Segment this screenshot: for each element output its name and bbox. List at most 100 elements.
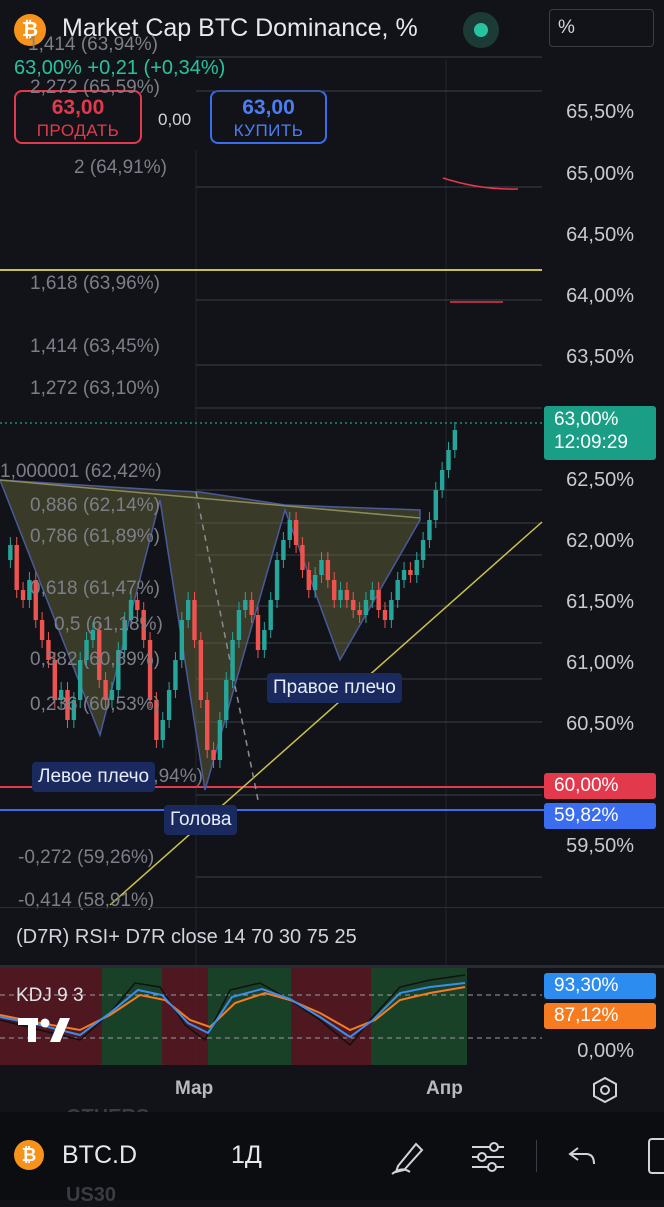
candle-body (39, 620, 45, 640)
time-axis-label: Мар (175, 1078, 214, 1099)
kdj-zero-label: 0,00% (577, 1040, 634, 1062)
head-label[interactable]: Голова (164, 805, 238, 835)
more-panel-icon[interactable] (648, 1138, 664, 1174)
buy-button[interactable]: 63,00 КУПИТЬ (210, 90, 327, 144)
red-level-tag: 60,00% (544, 773, 656, 799)
candle-body (325, 560, 331, 580)
fib-label: 0,236 (60,53%) (30, 694, 160, 715)
candle-body (211, 750, 216, 760)
fib-label: 0,618 (61,47%) (30, 578, 160, 599)
sell-label: ПРОДАТЬ (36, 121, 120, 140)
fib-label: 1,000001 (62,42%) (0, 461, 162, 482)
interval-selector[interactable]: 1Д (231, 1141, 262, 1169)
fib-label: 0,786 (61,89%) (30, 526, 160, 547)
price-axis-label: 65,00% (566, 163, 634, 185)
candle-body (382, 610, 388, 620)
candle-body (376, 590, 381, 610)
kdj-indicator-chart[interactable] (0, 965, 542, 1065)
undo-icon[interactable] (566, 1140, 598, 1172)
candle-body (262, 630, 267, 650)
drawing-tools-icon[interactable] (388, 1136, 428, 1176)
candle-body (243, 600, 248, 610)
candle-body (268, 600, 273, 630)
candle-body (338, 590, 343, 600)
candle-body (192, 600, 197, 640)
ticker-selector[interactable]: BTC.D (62, 1141, 137, 1169)
candle-body (90, 630, 96, 640)
candle-body (236, 610, 242, 640)
candle-body (135, 600, 140, 610)
fib-label: 1,414 (63,45%) (30, 336, 160, 357)
price-axis-label: 60,50% (566, 713, 634, 735)
buy-price: 63,00 (242, 96, 295, 119)
candle-body (33, 580, 38, 620)
candle-body (401, 570, 407, 580)
price-chart[interactable] (0, 0, 664, 1112)
price-axis-label: 62,50% (566, 469, 634, 491)
symbol-title[interactable]: Market Cap BTC Dominance, % (62, 14, 418, 42)
price-axis-label: 64,50% (566, 224, 634, 246)
candle-body (427, 520, 432, 540)
blue-level-tag: 59,82% (544, 803, 656, 829)
left-shoulder-label[interactable]: Левое плечо (32, 762, 156, 792)
kdj-d-tag: 87,12% (544, 1003, 656, 1029)
fib-label: 1,618 (63,96%) (30, 273, 160, 294)
right-shoulder-label[interactable]: Правое плечо (267, 673, 402, 703)
current-price-tag: 63,00% 12:09:29 (544, 406, 656, 460)
candle-body (300, 545, 305, 570)
candle-body (97, 630, 102, 680)
candle-body (332, 580, 337, 600)
price-axis-label: 63,50% (566, 346, 634, 368)
candle-body (141, 610, 146, 640)
fib-label: 1,272 (63,10%) (30, 378, 160, 399)
candle-body (351, 600, 356, 610)
fib-label: 0,886 (62,14%) (30, 495, 160, 516)
candle-body (8, 545, 13, 560)
market-open-status-icon[interactable] (463, 12, 499, 48)
candle-body (446, 450, 451, 470)
indicators-settings-icon[interactable] (468, 1138, 508, 1176)
candle-body (20, 590, 26, 600)
price-axis-label: 62,00% (566, 530, 634, 552)
candle-body (255, 615, 261, 650)
candle-body (185, 600, 191, 620)
sell-price: 63,00 (51, 96, 105, 119)
candle-body (344, 590, 350, 600)
btc-logo-icon: ₿ (14, 14, 46, 46)
candle-body (370, 590, 375, 600)
candle-body (52, 660, 57, 700)
candle-body (363, 600, 369, 615)
candle-body (230, 640, 235, 680)
candle-body (420, 540, 426, 560)
candle-body (389, 600, 394, 620)
fib-label: -0,414 (58,91%) (18, 890, 155, 911)
candle-body (109, 690, 115, 700)
candle-body (103, 680, 108, 700)
candle-body (452, 430, 458, 450)
ascending-trendline (109, 521, 543, 906)
rsi-indicator-title[interactable]: (D7R) RSI+ D7R close 14 70 30 75 25 (16, 926, 357, 948)
candle-body (249, 600, 254, 615)
price-axis-label: 61,00% (566, 652, 634, 674)
candle-body (439, 470, 445, 490)
kdj-k-tag: 93,30% (544, 973, 656, 999)
fib-label: 0,5 (61,18%) (54, 614, 163, 635)
candle-body (319, 560, 324, 575)
candle-body (205, 700, 210, 750)
fib-label: 0,382 (60,89%) (30, 649, 160, 670)
price-axis-label: 64,00% (566, 285, 634, 307)
fib-label: 2,272 (65,59%) (30, 77, 160, 98)
chart-settings-icon[interactable] (590, 1075, 620, 1105)
sell-button[interactable]: 63,00 ПРОДАТЬ (14, 90, 142, 144)
candle-body (293, 520, 299, 545)
candle-body (306, 570, 311, 590)
candle-body (154, 700, 159, 740)
candle-body (116, 650, 121, 690)
candle-body (408, 570, 413, 575)
price-axis-label: 59,50% (566, 835, 634, 857)
candle-body (128, 600, 134, 620)
unit-input[interactable]: % (549, 9, 654, 47)
kdj-indicator-title[interactable]: KDJ 9 3 (16, 985, 84, 1006)
candle-body (160, 720, 165, 740)
candle-body (217, 720, 223, 760)
